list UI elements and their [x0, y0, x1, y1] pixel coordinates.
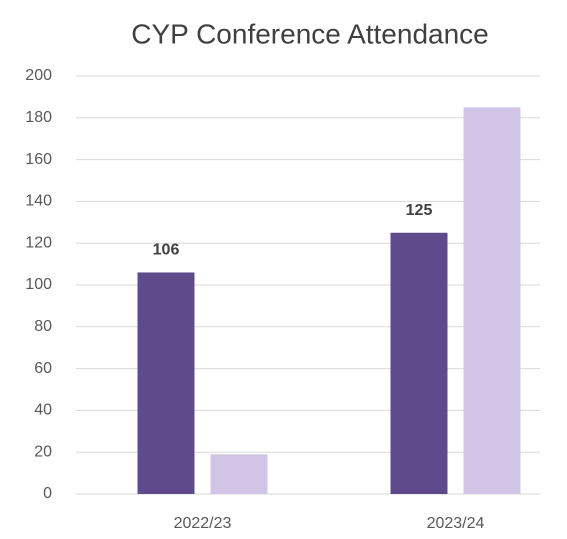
y-tick-label: 40 — [34, 402, 52, 419]
y-tick-label: 180 — [25, 109, 52, 126]
y-tick-label: 100 — [25, 276, 52, 293]
y-tick-label: 200 — [25, 67, 52, 84]
chart-title: CYP Conference Attendance — [131, 18, 489, 49]
bar — [210, 454, 268, 494]
bar — [390, 232, 448, 494]
x-tick-label: 2022/23 — [174, 515, 232, 532]
y-tick-label: 20 — [34, 443, 52, 460]
y-tick-label: 160 — [25, 151, 52, 168]
data-label: 125 — [406, 202, 433, 219]
y-tick-label: 140 — [25, 193, 52, 210]
y-tick-label: 60 — [34, 360, 52, 377]
bar — [463, 107, 521, 494]
x-tick-label: 2023/24 — [427, 515, 485, 532]
bar — [137, 272, 195, 494]
data-label: 106 — [153, 242, 180, 259]
y-tick-label: 120 — [25, 234, 52, 251]
y-tick-label: 0 — [43, 485, 52, 502]
y-tick-label: 80 — [34, 318, 52, 335]
